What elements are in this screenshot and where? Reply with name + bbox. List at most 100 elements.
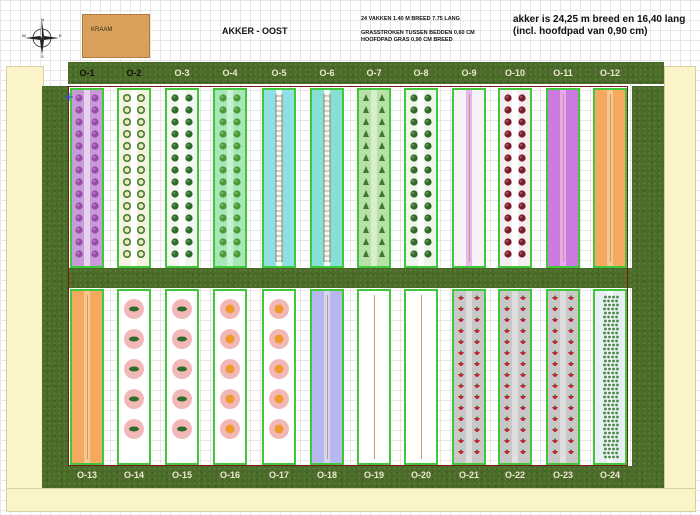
ladder-plants-icon — [323, 94, 331, 262]
strawberry-plants-icon — [504, 295, 526, 454]
grass-path-left — [42, 86, 68, 488]
row-line — [468, 94, 470, 262]
row-line — [373, 295, 375, 459]
bed-label-o-16: O-16 — [219, 470, 240, 480]
bed-o-21[interactable] — [452, 289, 486, 465]
bed-o-18[interactable] — [310, 289, 344, 465]
bed-label-o-1: O-1 — [79, 68, 95, 78]
bed-label-o-6: O-6 — [319, 68, 335, 78]
bed-o-2[interactable] — [117, 88, 151, 268]
compass-east: E — [59, 33, 62, 38]
bed-stripe — [324, 90, 330, 266]
grass-path-bottom — [42, 466, 664, 488]
bed-o-23[interactable] — [546, 289, 580, 465]
bed-label-o-7: O-7 — [366, 68, 382, 78]
bed-o-19[interactable] — [357, 289, 391, 465]
redcabbage-plants-icon — [504, 94, 526, 258]
kraam-box: KRAAM — [82, 14, 150, 58]
row-line — [326, 295, 328, 459]
bed-label-o-15: O-15 — [171, 470, 192, 480]
bed-stripe — [227, 90, 233, 266]
bed-o-15[interactable] — [165, 289, 199, 465]
bed-o-14[interactable] — [117, 289, 151, 465]
bed-stripe — [466, 291, 472, 463]
bed-label-o-13: O-13 — [76, 470, 97, 480]
cauliflower-plants-icon — [123, 94, 145, 258]
bed-stripe — [371, 90, 377, 266]
cabbage-plants-icon — [75, 94, 99, 258]
bed-label-o-4: O-4 — [222, 68, 238, 78]
field-size-note: akker is 24,25 m breed en 16,40 lang (in… — [513, 14, 686, 37]
zucchini-plants-icon — [172, 299, 192, 439]
kraam-label: KRAAM — [91, 27, 113, 33]
bed-label-o-14: O-14 — [123, 470, 144, 480]
compass-west: W — [22, 33, 26, 38]
bed-stripe — [512, 90, 518, 266]
compass-north: N — [41, 18, 44, 22]
bed-o-8[interactable] — [404, 88, 438, 268]
bed-o-13[interactable] — [70, 289, 104, 465]
row-line — [562, 94, 564, 262]
bed-label-o-23: O-23 — [552, 470, 573, 480]
bed-stripe — [276, 90, 282, 266]
cream-border-right — [664, 66, 696, 512]
grass-path-middle — [68, 268, 632, 288]
bed-label-o-10: O-10 — [504, 68, 525, 78]
strawberry-plants-icon — [552, 295, 574, 454]
info-line-2: GRASSTROKEN TUSSEN BEDDEN 0,60 CM — [361, 30, 475, 36]
bed-o-11[interactable] — [546, 88, 580, 268]
pumpkin-plants-icon — [220, 299, 240, 439]
bed-stripe — [418, 90, 424, 266]
bed-label-o-19: O-19 — [363, 470, 384, 480]
cream-border-bottom — [6, 488, 696, 512]
bed-o-9[interactable] — [452, 88, 486, 268]
ladder-plants-icon — [275, 94, 283, 262]
bed-label-o-11: O-11 — [553, 68, 573, 78]
info-line-1: 24 VAKKEN 1.40 M BREED 7.75 LANG — [361, 16, 460, 22]
plus-marker-icon — [65, 93, 73, 101]
bed-o-24[interactable] — [593, 289, 627, 465]
carrot-plants-icon — [363, 94, 385, 257]
compass-south: S — [41, 54, 44, 58]
bed-label-o-20: O-20 — [410, 470, 431, 480]
grass-path-top — [68, 62, 664, 84]
bed-o-12[interactable] — [593, 88, 627, 268]
bed-label-o-24: O-24 — [599, 470, 620, 480]
bed-stripe — [560, 291, 566, 463]
bed-o-17[interactable] — [262, 289, 296, 465]
bed-o-16[interactable] — [213, 289, 247, 465]
zucchini-plants-icon — [124, 299, 144, 439]
bed-label-o-17: O-17 — [268, 470, 289, 480]
herbs-plants-icon — [603, 295, 619, 459]
bed-o-7[interactable] — [357, 88, 391, 268]
bed-o-3[interactable] — [165, 88, 199, 268]
row-line — [86, 295, 88, 459]
bed-label-o-9: O-9 — [461, 68, 477, 78]
bed-label-o-22: O-22 — [504, 470, 525, 480]
bed-o-10[interactable] — [498, 88, 532, 268]
compass-rose-icon: N S E W — [22, 18, 62, 58]
bed-o-22[interactable] — [498, 289, 532, 465]
bed-label-o-8: O-8 — [413, 68, 429, 78]
strawberry-plants-icon — [458, 295, 480, 454]
greenpepper-plants-icon — [171, 94, 193, 258]
grass-path-right — [632, 86, 664, 488]
bed-stripe — [179, 90, 185, 266]
bed-label-o-5: O-5 — [271, 68, 287, 78]
bed-label-o-12: O-12 — [599, 68, 620, 78]
bed-label-o-3: O-3 — [174, 68, 190, 78]
lettuce-plants-icon — [219, 94, 241, 258]
info-line-3: HOOFDPAD GRAS 0,90 CM BREED — [361, 37, 453, 43]
field-boundary — [68, 86, 628, 466]
row-line — [420, 295, 422, 459]
bed-label-o-18: O-18 — [316, 470, 337, 480]
bed-o-1[interactable] — [70, 88, 104, 268]
bed-o-20[interactable] — [404, 289, 438, 465]
bed-o-6[interactable] — [310, 88, 344, 268]
bed-stripe — [84, 90, 90, 266]
bed-o-4[interactable] — [213, 88, 247, 268]
bed-stripe — [512, 291, 518, 463]
bed-o-5[interactable] — [262, 88, 296, 268]
bed-label-o-21: O-21 — [458, 470, 479, 480]
